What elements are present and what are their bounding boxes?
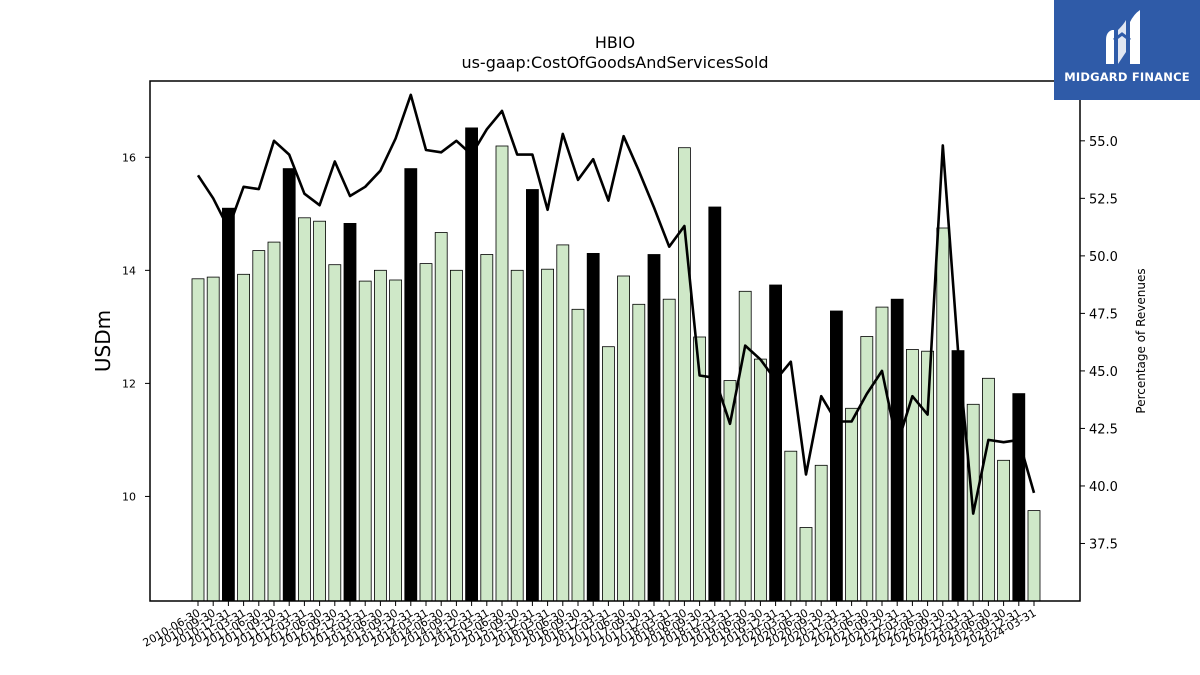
bar-2011-09-30 — [267, 241, 281, 602]
y-axis-label: USDm — [91, 310, 115, 372]
bar-2014-12-31 — [465, 127, 479, 602]
bar-2012-06-30 — [313, 220, 327, 602]
y2-tick-label: 42.5 — [1089, 422, 1118, 437]
bar-2019-12-31 — [769, 284, 782, 602]
bar-2016-06-30 — [556, 244, 570, 602]
bar-2024-03-31 — [1027, 510, 1041, 602]
bar-2022-03-31 — [906, 349, 919, 602]
bar-2015-06-30 — [495, 145, 509, 602]
y2-tick-label: 37.5 — [1089, 537, 1118, 552]
bar-2015-03-31 — [480, 254, 494, 602]
percentage-line — [196, 93, 1036, 515]
bar-2023-06-30 — [982, 377, 995, 602]
brand-name: MIDGARD FINANCE — [1064, 70, 1190, 84]
bar-2016-09-30 — [571, 308, 585, 602]
bar-series — [191, 127, 1041, 602]
bar-2019-06-30 — [738, 290, 752, 602]
bar-2016-12-31 — [586, 252, 600, 602]
y2-tick-label: 40.0 — [1089, 480, 1118, 495]
brand-logo: MIDGARD FINANCE — [1054, 0, 1200, 100]
y2-tick-label: 50.0 — [1089, 250, 1118, 265]
bar-2010-06-30 — [191, 278, 205, 602]
bar-2021-06-30 — [860, 336, 874, 602]
bar-2010-12-31 — [221, 207, 235, 602]
bar-2014-09-30 — [449, 269, 463, 602]
bar-2011-06-30 — [252, 250, 266, 602]
bar-2018-12-31 — [708, 206, 722, 602]
bar-2021-09-30 — [875, 306, 889, 602]
bar-2020-09-30 — [814, 464, 828, 602]
y-tick-label: 10 — [122, 490, 136, 503]
chart-title: HBIO — [595, 33, 635, 52]
bar-2012-12-31 — [343, 222, 357, 602]
bar-2012-03-31 — [297, 217, 311, 602]
left-axis: 10 12 14 16 — [122, 151, 150, 503]
plot-frame — [149, 80, 1081, 602]
x-axis: 2010-06-302010-09-302010-12-312011-03-31… — [141, 601, 1039, 650]
bar-2021-12-31 — [890, 298, 904, 602]
bar-2020-12-31 — [830, 310, 843, 602]
bar-2017-03-31 — [602, 346, 615, 602]
bar-2022-09-30 — [936, 227, 950, 602]
bar-2014-06-30 — [434, 232, 448, 602]
bar-2022-06-30 — [921, 350, 934, 602]
y2-axis-label: Percentage of Revenues — [1134, 268, 1148, 413]
midgard-logo-icon — [1106, 10, 1140, 64]
bar-2015-09-30 — [510, 269, 524, 602]
bar-2011-12-31 — [282, 168, 296, 602]
bar-2013-03-31 — [358, 280, 372, 602]
right-axis: 37.5 40.0 42.5 45.0 47.5 50.0 52.5 55.0 — [1080, 135, 1118, 552]
y-tick-label: 12 — [122, 377, 136, 390]
bar-2017-12-31 — [647, 254, 661, 602]
bar-2021-03-31 — [845, 407, 858, 602]
bar-2017-09-30 — [632, 303, 646, 602]
y2-tick-label: 52.5 — [1089, 192, 1118, 207]
bar-2010-09-30 — [206, 276, 220, 602]
y2-tick-label: 47.5 — [1089, 307, 1118, 322]
bar-2012-09-30 — [328, 264, 342, 602]
bar-2020-03-31 — [784, 450, 798, 602]
bar-2013-09-30 — [389, 279, 403, 602]
bar-2013-12-31 — [404, 168, 418, 602]
bar-2020-06-30 — [799, 527, 813, 602]
bar-2018-06-30 — [678, 147, 691, 602]
bar-2017-06-30 — [617, 275, 630, 602]
bar-2018-03-31 — [662, 298, 676, 602]
bar-2023-12-31 — [1012, 393, 1026, 602]
bar-2023-09-30 — [997, 459, 1010, 602]
bar-2013-06-30 — [373, 269, 387, 602]
bar-2011-03-31 — [237, 273, 251, 602]
line-series — [196, 93, 1036, 515]
bar-2014-03-31 — [419, 263, 433, 602]
bar-2015-12-31 — [526, 189, 539, 602]
bar-2016-03-31 — [541, 268, 554, 602]
y2-tick-label: 45.0 — [1089, 365, 1118, 380]
y2-tick-label: 55.0 — [1089, 135, 1118, 150]
y-tick-label: 16 — [122, 151, 136, 164]
chart-subtitle: us-gaap:CostOfGoodsAndServicesSold — [461, 53, 768, 72]
y-tick-label: 14 — [122, 264, 136, 277]
bar-2019-09-30 — [754, 358, 767, 602]
